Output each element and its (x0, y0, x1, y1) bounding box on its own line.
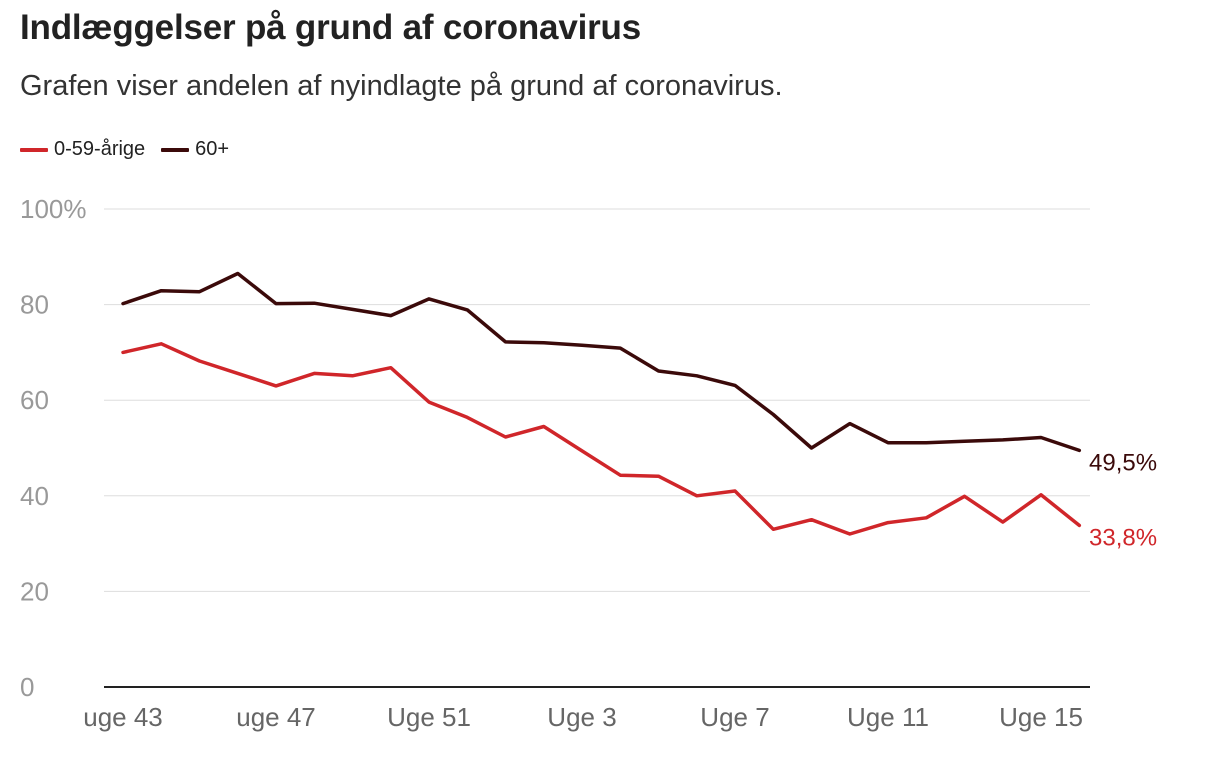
y-tick-label-80: 80 (20, 290, 49, 320)
legend-label-60plus: 60+ (195, 138, 230, 160)
x-tick-label-4: Uge 7 (700, 702, 769, 732)
y-tick-label-0: 0 (20, 672, 34, 702)
y-tick-label-20: 20 (20, 576, 49, 606)
x-axis-ticks: uge 43 uge 47 Uge 51 Uge 3 Uge 7 Uge 11 Uge 15 (83, 702, 1083, 732)
legend: 0-59-årige 60+ (20, 138, 229, 161)
end-label-0: 33,8% (1089, 524, 1157, 551)
series-lines (121, 271, 1082, 536)
x-tick-label-3: Uge 3 (547, 702, 616, 732)
y-axis-ticks: 0 20 40 60 80 100% (20, 194, 87, 702)
end-labels: 33,8% 49,5% (1089, 449, 1157, 551)
gridlines (104, 208, 1090, 688)
chart-title: Indlæggelser på grund af coronavirus (20, 8, 641, 47)
x-tick-label-5: Uge 11 (847, 702, 929, 732)
y-tick-label-40: 40 (20, 481, 49, 511)
legend-label-0-59: 0-59-årige (54, 138, 146, 160)
x-tick-label-0: uge 43 (83, 702, 163, 732)
legend-item-60plus: 60+ (161, 138, 229, 161)
legend-item-0-59: 0-59-årige (20, 138, 145, 161)
x-tick-label-2: Uge 51 (387, 702, 471, 732)
legend-swatch-60plus (161, 147, 190, 152)
legend-swatch-0-59 (20, 147, 48, 152)
x-tick-label-6: Uge 15 (999, 702, 1083, 732)
x-tick-label-1: uge 47 (236, 702, 316, 732)
chart-subtitle: Grafen viser andelen af nyindlagte på gr… (20, 70, 783, 102)
series-line-0 (121, 342, 1082, 536)
y-tick-label-60: 60 (20, 385, 49, 415)
y-tick-label-100: 100% (20, 194, 87, 224)
series-line-1 (121, 271, 1082, 453)
end-label-1: 49,5% (1089, 449, 1157, 476)
